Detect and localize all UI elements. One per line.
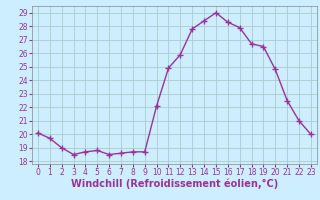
X-axis label: Windchill (Refroidissement éolien,°C): Windchill (Refroidissement éolien,°C) bbox=[71, 179, 278, 189]
